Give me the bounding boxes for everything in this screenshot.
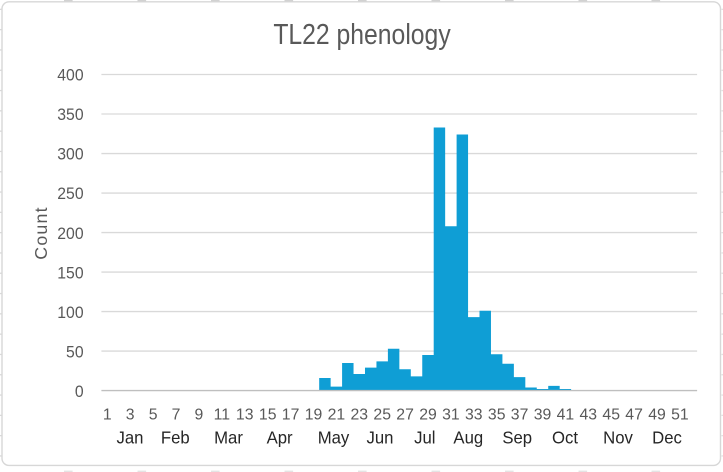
svg-text:39: 39	[534, 407, 552, 424]
svg-text:35: 35	[488, 407, 506, 424]
svg-text:Jul: Jul	[414, 427, 435, 448]
svg-text:Nov: Nov	[603, 427, 633, 448]
svg-text:15: 15	[259, 407, 277, 424]
svg-text:41: 41	[557, 407, 575, 424]
svg-text:Dec: Dec	[652, 427, 682, 448]
svg-text:47: 47	[625, 407, 643, 424]
svg-text:Mar: Mar	[214, 427, 243, 448]
svg-text:27: 27	[396, 407, 414, 424]
svg-text:9: 9	[195, 407, 204, 424]
svg-text:Oct: Oct	[552, 427, 578, 448]
svg-text:19: 19	[305, 407, 323, 424]
svg-text:43: 43	[580, 407, 598, 424]
svg-text:TL22 phenology: TL22 phenology	[273, 18, 451, 50]
svg-text:11: 11	[214, 407, 231, 424]
svg-text:200: 200	[57, 224, 83, 242]
svg-text:49: 49	[648, 407, 666, 424]
svg-text:400: 400	[57, 66, 83, 84]
svg-text:17: 17	[282, 407, 300, 424]
svg-text:1: 1	[103, 407, 112, 424]
svg-text:45: 45	[602, 407, 620, 424]
svg-text:25: 25	[373, 407, 391, 424]
svg-text:29: 29	[419, 407, 437, 424]
svg-text:23: 23	[351, 407, 369, 424]
svg-text:0: 0	[75, 382, 84, 400]
svg-text:Feb: Feb	[161, 427, 190, 448]
svg-text:Jan: Jan	[117, 427, 144, 448]
svg-text:Jun: Jun	[367, 427, 394, 448]
svg-text:31: 31	[442, 407, 460, 424]
svg-text:150: 150	[57, 264, 83, 282]
svg-text:Aug: Aug	[453, 427, 483, 448]
svg-text:Apr: Apr	[267, 427, 293, 448]
svg-text:Sep: Sep	[502, 427, 532, 448]
svg-text:50: 50	[66, 343, 84, 361]
svg-text:33: 33	[465, 407, 483, 424]
svg-text:5: 5	[149, 407, 158, 424]
svg-text:100: 100	[57, 303, 83, 321]
svg-text:13: 13	[236, 407, 254, 424]
svg-text:Count: Count	[31, 206, 51, 259]
svg-text:51: 51	[671, 407, 689, 424]
svg-text:350: 350	[57, 106, 83, 124]
svg-text:May: May	[318, 427, 350, 448]
svg-text:3: 3	[126, 407, 135, 424]
svg-text:300: 300	[57, 145, 83, 163]
svg-text:21: 21	[328, 407, 346, 424]
svg-text:37: 37	[511, 407, 529, 424]
svg-text:250: 250	[57, 185, 83, 203]
svg-text:7: 7	[172, 407, 181, 424]
